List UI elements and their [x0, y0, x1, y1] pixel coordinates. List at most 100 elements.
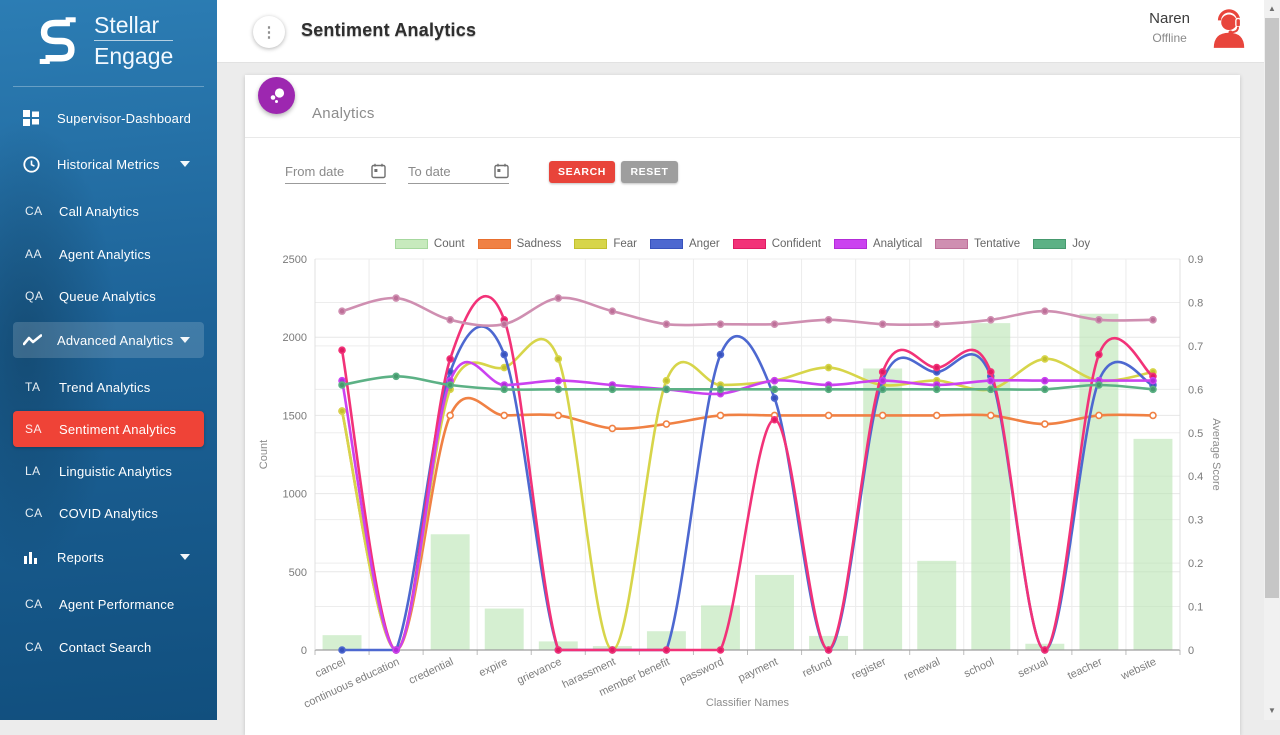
legend-item-count[interactable]: Count [394, 238, 465, 250]
x-axis-category-label: refund [801, 656, 834, 680]
x-axis-category-label: school [962, 656, 996, 680]
sidebar-item-prefix: SA [25, 422, 43, 436]
data-point-confident [338, 346, 346, 355]
data-point-confident [446, 355, 454, 363]
legend-label: Sadness [516, 238, 562, 250]
sidebar-item-contact-search[interactable]: CA Contact Search [13, 629, 204, 665]
data-point-joy [1041, 385, 1049, 394]
data-point-confident [1095, 350, 1103, 359]
data-point-tentative [716, 320, 725, 328]
data-point-tentative [392, 294, 400, 302]
bars-icon [23, 550, 47, 565]
data-point-tentative [554, 294, 563, 302]
right-axis-tick: 0.7 [1188, 341, 1203, 353]
data-point-tentative [662, 320, 671, 328]
sidebar-item-covid-analytics[interactable]: CA COVID Analytics [13, 495, 204, 531]
sidebar-item-linguistic-analytics[interactable]: LA Linguistic Analytics [13, 453, 204, 489]
chart-legend: Count Sadness Fear Anger Confident Analy… [245, 238, 1240, 250]
reset-button[interactable]: RESET [621, 161, 678, 183]
sidebar-item-label: Advanced Analytics [57, 332, 174, 348]
data-point-fear [338, 407, 346, 415]
calendar-icon[interactable] [371, 163, 386, 179]
sidebar-item-queue-analytics[interactable]: QA Queue Analytics [13, 278, 204, 314]
data-point-analytical [554, 376, 563, 385]
data-point-confident [824, 646, 833, 654]
right-axis-tick: 0 [1188, 645, 1194, 657]
data-point-joy [824, 385, 833, 394]
sidebar-item-label: Agent Performance [59, 596, 175, 612]
vertical-scrollbar[interactable]: ▲ ▼ [1264, 0, 1280, 720]
chevron-down-icon [180, 161, 190, 167]
right-axis-tick: 0.2 [1188, 558, 1203, 570]
sidebar-item-label: COVID Analytics [59, 505, 159, 521]
to-date-input[interactable] [408, 160, 486, 182]
data-point-sadness [554, 411, 563, 420]
right-axis-tick: 0.8 [1188, 297, 1203, 309]
sentiment-chart: Count Sadness Fear Anger Confident Analy… [245, 225, 1240, 730]
data-point-tentative [1149, 316, 1157, 324]
trend-icon [23, 333, 47, 347]
sidebar-item-trend-analytics[interactable]: TA Trend Analytics [13, 369, 204, 405]
calendar-icon[interactable] [494, 163, 509, 179]
legend-item-joy[interactable]: Joy [1033, 238, 1090, 250]
data-point-joy [932, 385, 941, 394]
sidebar-item-advanced-analytics[interactable]: Advanced Analytics [13, 322, 204, 358]
legend-item-fear[interactable]: Fear [574, 238, 637, 250]
sidebar-item-agent-performance[interactable]: CA Agent Performance [13, 586, 204, 622]
sidebar-item-agent-analytics[interactable]: AA Agent Analytics [13, 236, 204, 272]
data-point-tentative [986, 316, 995, 324]
x-axis-category-label: credential [407, 656, 455, 687]
bar-count [430, 534, 470, 650]
left-axis-tick: 500 [289, 567, 307, 579]
data-point-confident [662, 646, 671, 654]
left-axis-tick: 2500 [283, 254, 307, 266]
data-point-tentative [1041, 307, 1049, 315]
sidebar-item-label: Contact Search [59, 639, 152, 655]
data-point-sadness [662, 420, 671, 428]
legend-swatch [477, 239, 511, 249]
search-button[interactable]: SEARCH [549, 161, 615, 183]
data-point-sadness [1041, 420, 1049, 428]
sidebar-item-prefix: TA [25, 380, 41, 394]
sidebar-item-sentiment-analytics[interactable]: SA Sentiment Analytics [13, 411, 204, 447]
data-point-tentative [932, 320, 941, 328]
legend-label: Anger [689, 238, 720, 250]
sidebar-item-historical-metrics[interactable]: Historical Metrics [13, 146, 204, 182]
sidebar-item-supervisor-dashboard[interactable]: Supervisor-Dashboard [13, 100, 204, 136]
right-axis-tick: 0.6 [1188, 384, 1203, 396]
data-point-tentative [338, 307, 346, 315]
data-point-sadness [446, 411, 454, 420]
user-name: Naren [1149, 10, 1190, 27]
line-series-joy [341, 374, 1154, 391]
legend-item-confident[interactable]: Confident [732, 238, 821, 250]
scroll-down-arrow[interactable]: ▼ [1268, 705, 1276, 715]
user-avatar-icon[interactable] [1210, 6, 1248, 48]
legend-item-tentative[interactable]: Tentative [935, 238, 1020, 250]
legend-item-analytical[interactable]: Analytical [833, 238, 922, 250]
scrollbar-thumb[interactable] [1265, 18, 1279, 598]
chevron-down-icon [180, 337, 190, 343]
right-axis-tick: 0.1 [1188, 602, 1203, 614]
sidebar-item-label: Trend Analytics [59, 379, 151, 395]
legend-swatch [935, 239, 969, 249]
legend-item-anger[interactable]: Anger [650, 238, 720, 250]
scroll-up-arrow[interactable]: ▲ [1268, 3, 1276, 13]
kebab-menu-button[interactable]: ⋮ [253, 16, 285, 48]
sidebar-item-prefix: CA [25, 640, 43, 654]
sidebar: Stellar Engage Supervisor-Dashboard Histo… [0, 0, 217, 720]
data-point-joy [1095, 381, 1103, 389]
data-point-joy [662, 385, 671, 394]
sidebar-item-call-analytics[interactable]: CA Call Analytics [13, 193, 204, 229]
data-point-confident [986, 368, 995, 376]
x-axis-category-label: teacher [1066, 656, 1105, 683]
data-point-joy [554, 385, 563, 394]
x-axis-category-label: expire [477, 656, 509, 680]
from-date-input[interactable] [285, 160, 363, 182]
sidebar-divider [13, 86, 204, 87]
data-point-joy [1149, 385, 1157, 394]
data-point-tentative [1095, 316, 1103, 324]
legend-label: Tentative [974, 238, 1021, 250]
legend-item-sadness[interactable]: Sadness [477, 238, 562, 250]
sidebar-item-reports[interactable]: Reports [13, 539, 204, 575]
sidebar-item-label: Reports [57, 549, 104, 565]
